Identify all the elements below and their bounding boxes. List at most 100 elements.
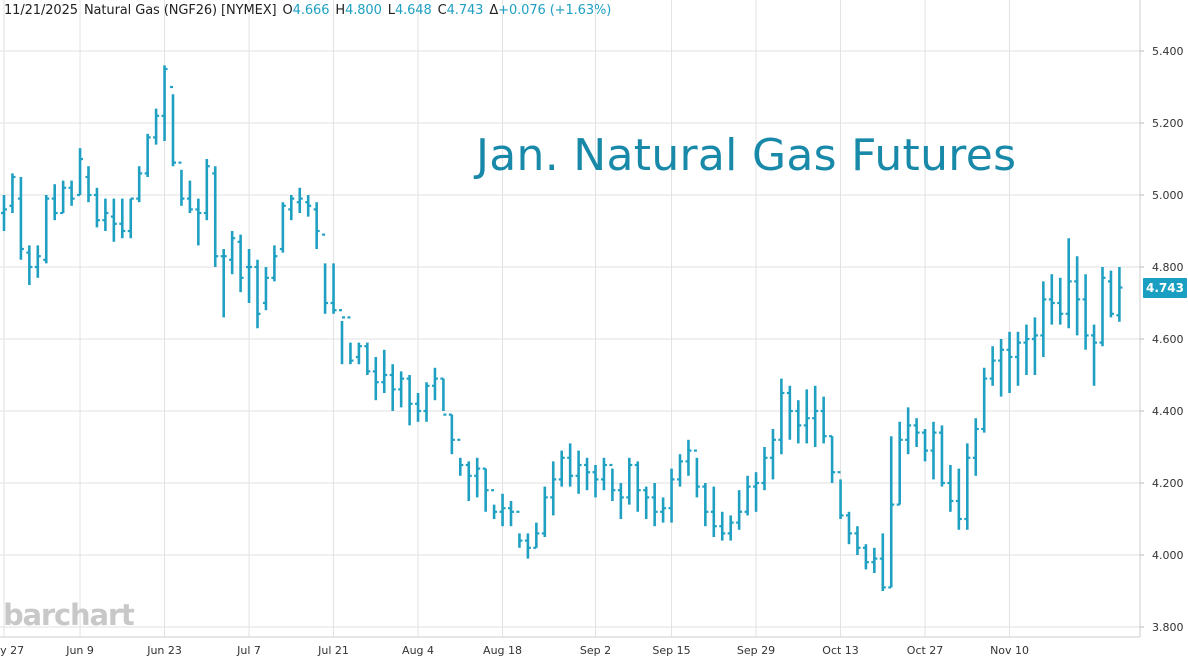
ohlc-bar [1031,317,1038,375]
ohlc-bar [110,198,117,242]
y-axis: 5.400 5.200 5.000 4.800 4.600 4.400 4.200 4.000… [1139,0,1184,637]
x-tick-label: Aug 4 [402,644,434,657]
ohlc-bar [85,166,92,203]
ohlc-bar [330,263,337,314]
ohlc-bar [634,461,641,512]
low-value: 4.648 [394,3,432,18]
ohlc-bar [153,108,160,145]
y-tick-label: 5.200 [1152,117,1184,130]
x-tick-label: Sep 15 [652,644,690,657]
ohlc-bar [998,339,1005,397]
ohlc-bar [60,180,67,215]
y-tick-label: 4.000 [1152,549,1184,562]
y-tick-label: 4.200 [1152,477,1184,490]
ohlc-bar [854,526,861,555]
ohlc-bar [964,443,971,530]
ohlc-bar [305,195,312,217]
ohlc-bar [220,249,227,318]
change-value: +0.076 (+1.63%) [498,3,612,18]
ohlc-bar [1082,274,1089,350]
ohlc-bar [736,490,743,530]
x-tick-label: Jul 21 [317,644,349,657]
ohlc-bar [178,161,185,206]
ohlc-bar [457,438,464,476]
instrument-name: Natural Gas (NGF26) [NYMEX] [83,3,277,18]
ohlc-bar [212,166,219,267]
ohlc-bar [677,454,683,487]
ohlc-bar [1057,277,1064,325]
ohlc-bar [339,309,345,365]
x-tick-label: Nov 10 [990,644,1029,657]
ohlc-bar [102,198,109,231]
ohlc-bar [685,439,692,476]
x-tick-label: Oct 27 [907,644,944,657]
ohlc-bar [1048,274,1055,325]
ohlc-bar [347,316,354,365]
x-tick-label: Sep 2 [580,644,611,657]
ohlc-bar [1015,331,1021,386]
ohlc-bar [558,450,565,487]
last-price-badge: 4.743 [1143,277,1187,298]
ohlc-bar [203,159,210,221]
ohlc-bar [719,511,726,541]
ohlc-bar [600,457,607,491]
x-axis: May 27 Jun 9 Jun 23 Jul 7 Jul 21 Aug 4 Aug 18 S… [0,636,1140,657]
ohlc-bar [516,510,523,548]
ohlc-bar [279,202,286,253]
ohlc-bars [1,65,1123,591]
ohlc-bar [288,195,295,221]
y-tick-label: 5.400 [1152,45,1184,58]
barchart-logo: barchart [3,598,135,632]
ohlc-bar [837,471,844,519]
ohlc-bar [1,195,7,231]
ohlc-bar [888,436,895,589]
ohlc-bar [989,346,996,386]
ohlc-bar [51,184,58,221]
ohlc-bar [161,65,168,141]
x-tick-label: Jun 23 [146,644,182,657]
y-tick-label: 4.400 [1152,405,1184,418]
ohlc-bar [693,449,700,498]
ohlc-bar [9,173,16,213]
ohlc-bar [575,450,582,494]
ohlc-bar [229,231,236,275]
ohlc-bar [482,467,489,512]
ohlc-bar [981,367,988,433]
x-tick-label: Aug 18 [483,644,522,657]
ohlc-bar [947,465,954,512]
ohlc-bar [871,547,878,573]
ohlc-bar [68,180,75,206]
high-label: H [335,3,346,18]
ohlc-bar [761,447,768,491]
ohlc-bar [896,421,903,506]
ohlc-bar [136,166,143,203]
ohlc-bar [617,483,624,519]
ohlc-bar [237,234,244,293]
ohlc-bar [17,177,24,260]
ohlc-bar [727,515,734,541]
ohlc-bar [296,187,303,213]
ohlc-bar [1023,324,1030,375]
close-label: C [437,3,447,18]
ohlc-bar [905,407,912,455]
ohlc-bar [609,463,616,501]
open-value: 4.666 [292,3,330,18]
ohlc-bar [431,367,438,401]
ohlc-bar [448,413,455,455]
y-tick-label: 4.600 [1152,333,1184,346]
ohlc-bar [829,435,836,483]
ohlc-bar [744,475,751,516]
ohlc-bar [660,497,667,523]
ohlc-bar [254,259,261,329]
x-tick-label: May 27 [0,644,24,657]
ohlc-bar [262,267,269,311]
ohlc-bar [313,202,320,249]
ohlc-bar [77,148,84,197]
ohlc-bar [955,468,962,530]
ohlc-bar [491,489,498,519]
ohlc-bar [499,493,506,527]
ohlc-bar [43,195,50,264]
ohlc-bar [1091,324,1098,386]
chart-title: Jan. Natural Gas Futures [476,130,1017,181]
ohlc-bar [938,425,945,487]
